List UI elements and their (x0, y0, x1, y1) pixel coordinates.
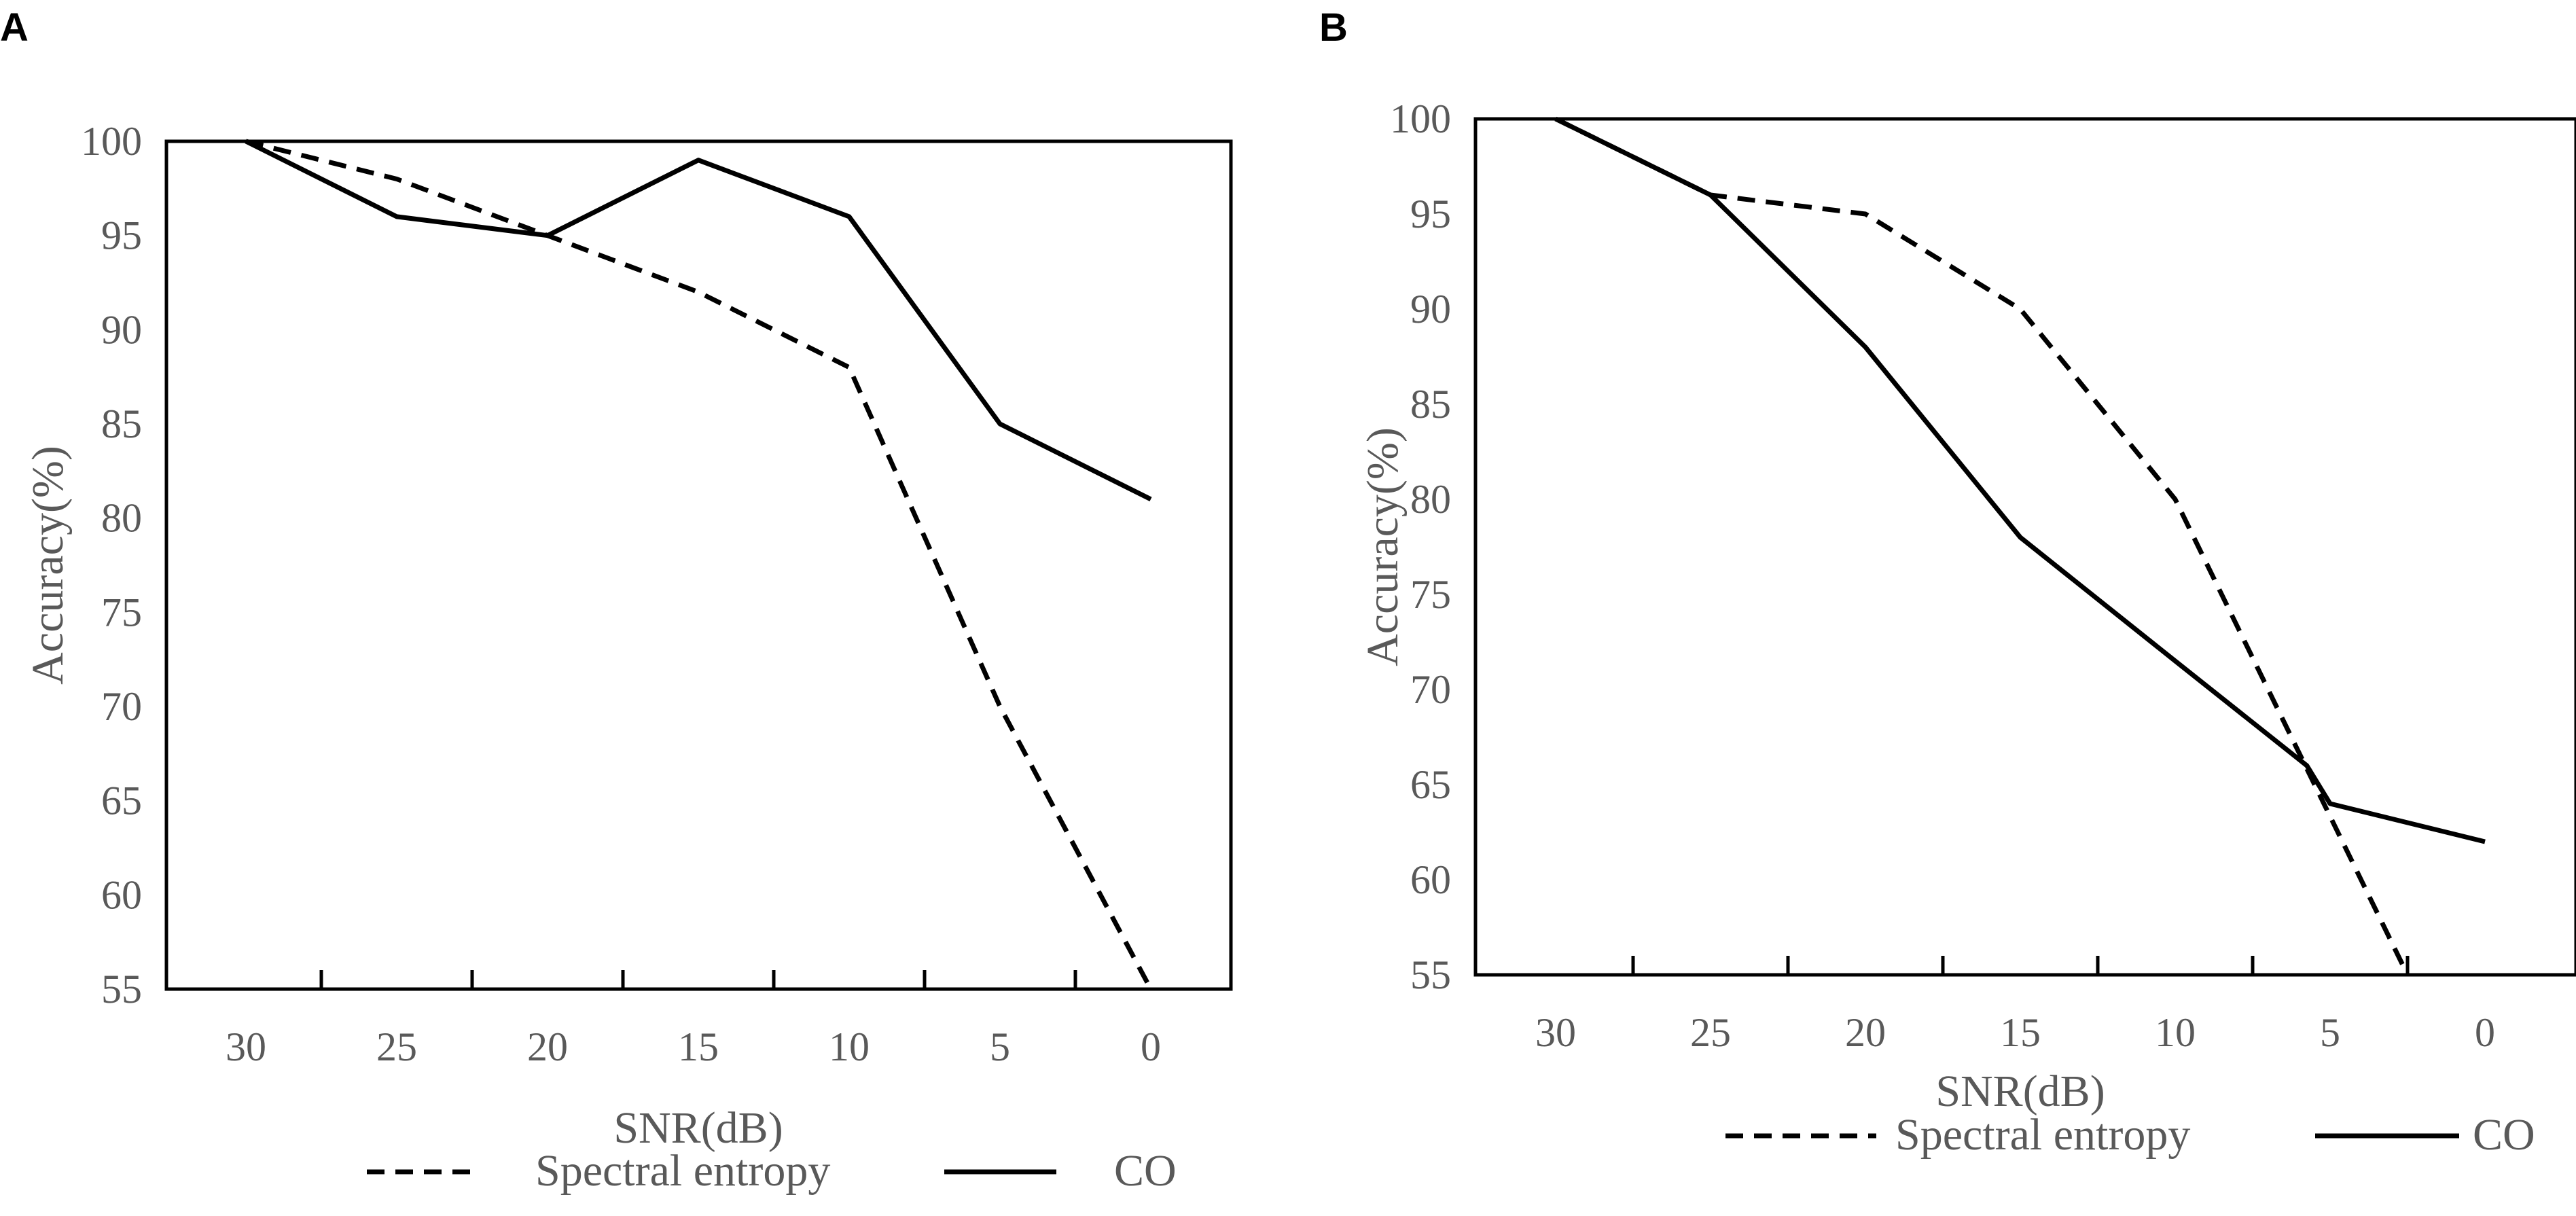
y-tick-label-95: 95 (101, 213, 142, 258)
y-tick-label-60: 60 (101, 872, 142, 917)
y-tick-label-90: 90 (1410, 287, 1451, 332)
y-tick-label-100: 100 (1390, 96, 1451, 141)
x-tick-label-30: 30 (1535, 1010, 1576, 1055)
y-tick-label-75: 75 (101, 590, 142, 634)
y-tick-label-75: 75 (1410, 572, 1451, 617)
x-tick-label-30: 30 (226, 1024, 266, 1069)
chart-a: 55 60 65 70 75 80 85 90 95 100 30 25 20 15 10 5 0 Accurac… (23, 119, 1233, 1196)
y-tick-label-100: 100 (81, 119, 142, 164)
y-tick-label-85: 85 (1410, 382, 1451, 427)
legend-label-co: CO (1114, 1146, 1177, 1196)
x-tick-label-15: 15 (678, 1024, 719, 1069)
x-tick-label-10: 10 (2155, 1010, 2196, 1055)
y-tick-label-95: 95 (1410, 192, 1451, 236)
x-axis-title: SNR(dB) (1935, 1067, 2105, 1116)
x-tick-label-15: 15 (2000, 1010, 2041, 1055)
x-tick-label-20: 20 (527, 1024, 568, 1069)
y-axis-title: Accuracy(%) (23, 446, 73, 685)
x-tick-label-5: 5 (990, 1024, 1010, 1069)
x-tick-label-25: 25 (376, 1024, 417, 1069)
y-tick-label-90: 90 (101, 307, 142, 352)
plot-frame (1473, 117, 2576, 977)
x-tick-label-0: 0 (1141, 1024, 1161, 1069)
panel-label-a: A (0, 5, 29, 50)
series-line-spectral-entropy (1554, 116, 2410, 976)
legend-label-co: CO (2473, 1110, 2535, 1160)
series-line-co (1554, 116, 2486, 844)
x-tick-label-25: 25 (1690, 1010, 1731, 1055)
chart-b: 55 60 65 70 75 80 85 90 95 100 30 25 20 15 10 5 0 Accurac… (1358, 96, 2576, 1160)
y-tick-label-65: 65 (101, 779, 142, 823)
legend-label-spectral-entropy: Spectral entropy (1895, 1110, 2190, 1160)
y-tick-label-65: 65 (1410, 762, 1451, 807)
x-tick-label-20: 20 (1845, 1010, 1886, 1055)
y-axis-title: Accuracy(%) (1358, 427, 1408, 666)
panel-label-b: B (1319, 5, 1348, 50)
series-line-spectral-entropy (245, 139, 1153, 990)
y-tick-label-60: 60 (1410, 857, 1451, 902)
y-tick-label-55: 55 (1410, 952, 1451, 997)
y-tick-label-55: 55 (101, 967, 142, 1012)
y-tick-label-70: 70 (1410, 667, 1451, 712)
y-tick-label-80: 80 (101, 496, 142, 541)
legend-label-spectral-entropy: Spectral entropy (535, 1146, 830, 1196)
series-line-co (245, 139, 1152, 502)
x-tick-label-10: 10 (829, 1024, 870, 1069)
y-tick-label-80: 80 (1410, 477, 1451, 522)
y-tick-label-70: 70 (101, 684, 142, 729)
x-tick-label-5: 5 (2320, 1010, 2340, 1055)
y-tick-label-85: 85 (101, 401, 142, 446)
x-axis-title: SNR(dB) (613, 1103, 783, 1153)
plot-frame (164, 139, 1233, 991)
x-tick-label-0: 0 (2475, 1010, 2495, 1055)
